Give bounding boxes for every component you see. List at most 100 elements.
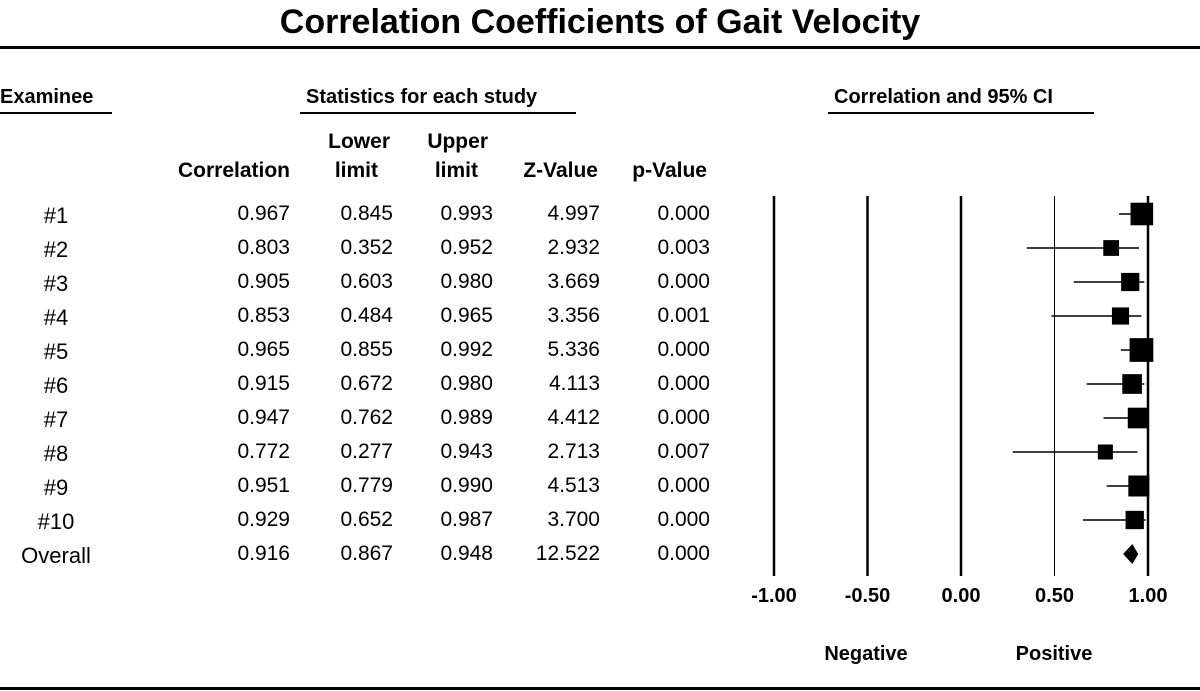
cell-p-value: 0.000 xyxy=(657,474,710,497)
negative-label: Negative xyxy=(824,643,908,665)
cell-upper-limit: 0.980 xyxy=(440,270,493,293)
cell-p-value: 0.007 xyxy=(657,440,710,463)
summary-diamond-marker xyxy=(1123,544,1139,564)
x-tick-label: -1.00 xyxy=(751,585,797,607)
column-header-upper-line2: limit xyxy=(434,159,478,182)
cell-correlation: 0.929 xyxy=(237,508,290,531)
section-statistics-header: Statistics for each study xyxy=(306,86,538,108)
cell-z-value: 3.669 xyxy=(547,270,600,293)
cell-p-value: 0.000 xyxy=(657,542,710,565)
cell-p-value: 0.001 xyxy=(657,304,710,327)
section-plot-header: Correlation and 95% CI xyxy=(834,86,1053,108)
cell-z-value: 2.932 xyxy=(547,236,600,259)
cell-lower-limit: 0.672 xyxy=(340,372,393,395)
column-header-lower-line1: Lower xyxy=(328,130,390,153)
cell-correlation: 0.947 xyxy=(237,406,290,429)
section-plot-underline xyxy=(828,112,1094,114)
cell-lower-limit: 0.867 xyxy=(340,542,393,565)
cell-z-value: 4.997 xyxy=(547,202,600,225)
x-tick-label: 0.00 xyxy=(941,585,981,607)
cell-z-value: 4.513 xyxy=(547,474,600,497)
study-point-marker xyxy=(1111,307,1130,325)
cell-p-value: 0.000 xyxy=(657,406,710,429)
cell-p-value: 0.003 xyxy=(657,236,710,259)
cell-p-value: 0.000 xyxy=(657,508,710,531)
row-label: #3 xyxy=(43,271,69,296)
cell-correlation: 0.772 xyxy=(237,440,290,463)
cell-p-value: 0.000 xyxy=(657,202,710,225)
cell-lower-limit: 0.603 xyxy=(340,270,393,293)
cell-correlation: 0.905 xyxy=(237,270,290,293)
study-point-marker xyxy=(1125,510,1144,530)
cell-z-value: 5.336 xyxy=(547,338,600,361)
x-tick-label: -0.50 xyxy=(844,585,891,607)
study-point-marker xyxy=(1097,444,1113,460)
cell-lower-limit: 0.352 xyxy=(340,236,393,259)
row-label: Overall xyxy=(21,543,91,568)
column-header-upper-line1: Upper xyxy=(427,130,488,153)
column-header-z-value: Z-Value xyxy=(523,159,598,182)
cell-upper-limit: 0.952 xyxy=(440,236,493,259)
cell-lower-limit: 0.762 xyxy=(340,406,393,429)
cell-correlation: 0.967 xyxy=(237,202,290,225)
row-label: #5 xyxy=(43,339,69,364)
cell-upper-limit: 0.948 xyxy=(440,542,493,565)
cell-correlation: 0.951 xyxy=(237,474,290,497)
cell-lower-limit: 0.484 xyxy=(340,304,393,327)
row-label: #4 xyxy=(43,305,69,330)
column-header-p-value: p-Value xyxy=(632,159,707,182)
cell-correlation: 0.916 xyxy=(237,542,290,565)
column-header-correlation: Correlation xyxy=(177,159,290,182)
cell-upper-limit: 0.989 xyxy=(440,406,493,429)
cell-upper-limit: 0.990 xyxy=(440,474,493,497)
study-point-marker xyxy=(1130,202,1154,226)
row-label: #2 xyxy=(43,237,69,262)
cell-z-value: 2.713 xyxy=(547,440,600,463)
top-rule xyxy=(0,46,1200,49)
cell-lower-limit: 0.652 xyxy=(340,508,393,531)
row-label: #6 xyxy=(43,373,69,398)
cell-lower-limit: 0.779 xyxy=(340,474,393,497)
row-label: #8 xyxy=(43,441,69,466)
x-tick-label: 1.00 xyxy=(1128,585,1168,607)
cell-correlation: 0.965 xyxy=(237,338,290,361)
bottom-rule xyxy=(0,687,1200,690)
row-label: #10 xyxy=(37,509,75,534)
section-examinee-underline xyxy=(0,112,112,114)
chart-title: Correlation Coefficients of Gait Velocit… xyxy=(279,3,921,41)
cell-correlation: 0.853 xyxy=(237,304,290,327)
cell-correlation: 0.915 xyxy=(237,372,290,395)
row-label: #7 xyxy=(43,407,69,432)
study-point-marker xyxy=(1121,272,1140,292)
cell-lower-limit: 0.855 xyxy=(340,338,393,361)
row-label: #9 xyxy=(43,475,69,500)
cell-lower-limit: 0.277 xyxy=(340,440,393,463)
section-statistics-underline xyxy=(300,112,576,114)
cell-upper-limit: 0.943 xyxy=(440,440,493,463)
x-tick-label: 0.50 xyxy=(1035,585,1074,607)
study-point-marker xyxy=(1122,374,1142,394)
cell-z-value: 12.522 xyxy=(535,542,600,565)
cell-p-value: 0.000 xyxy=(657,372,710,395)
cell-z-value: 3.700 xyxy=(547,508,600,531)
cell-p-value: 0.000 xyxy=(657,338,710,361)
cell-upper-limit: 0.992 xyxy=(440,338,493,361)
study-point-marker xyxy=(1129,338,1154,362)
cell-correlation: 0.803 xyxy=(237,236,290,259)
cell-lower-limit: 0.845 xyxy=(340,202,393,225)
cell-upper-limit: 0.993 xyxy=(440,202,493,225)
cell-upper-limit: 0.965 xyxy=(440,304,493,327)
section-examinee-header: Examinee xyxy=(0,86,94,108)
study-point-marker xyxy=(1127,407,1149,429)
column-header-lower-line2: limit xyxy=(334,159,378,182)
cell-z-value: 4.412 xyxy=(547,406,600,429)
positive-label: Positive xyxy=(1015,643,1093,665)
cell-upper-limit: 0.987 xyxy=(440,508,493,531)
row-label: #1 xyxy=(43,203,69,228)
cell-z-value: 3.356 xyxy=(547,304,600,327)
study-point-marker xyxy=(1103,240,1120,256)
study-point-marker xyxy=(1128,475,1150,497)
cell-p-value: 0.000 xyxy=(657,270,710,293)
